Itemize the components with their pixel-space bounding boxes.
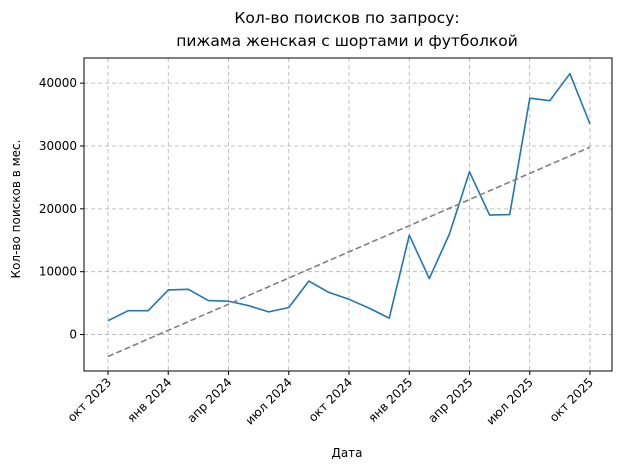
series-line xyxy=(107,72,591,322)
y-tick-label: 10000 xyxy=(39,265,77,279)
y-tick-label: 0 xyxy=(69,328,77,342)
grid xyxy=(84,58,612,371)
chart-title-line-1: Кол-во поисков по запросу: xyxy=(234,9,459,27)
x-axis-label: Дата xyxy=(331,446,362,460)
chart-title-line-2: пижама женская с шортами и футболкой xyxy=(176,32,518,50)
trend-line xyxy=(107,146,591,358)
y-axis-label: Кол-во поисков в мес. xyxy=(9,140,23,279)
x-tick-label: апр 2024 xyxy=(184,375,234,425)
x-tick-label: июл 2025 xyxy=(484,375,536,427)
y-tick-label: 20000 xyxy=(39,202,77,216)
x-tick-label: окт 2023 xyxy=(65,375,114,424)
y-tick-label: 30000 xyxy=(39,139,77,153)
x-tick-label: апр 2025 xyxy=(425,375,475,425)
x-tick-label: июл 2024 xyxy=(243,375,295,427)
plot-frame xyxy=(83,57,613,372)
x-tick-label: янв 2024 xyxy=(125,375,175,425)
x-tick-label: окт 2024 xyxy=(306,375,355,424)
series-layer xyxy=(107,72,591,358)
x-tick-label: окт 2025 xyxy=(547,375,596,424)
y-tick-label: 40000 xyxy=(39,76,77,90)
x-tick-label: янв 2025 xyxy=(366,375,416,425)
